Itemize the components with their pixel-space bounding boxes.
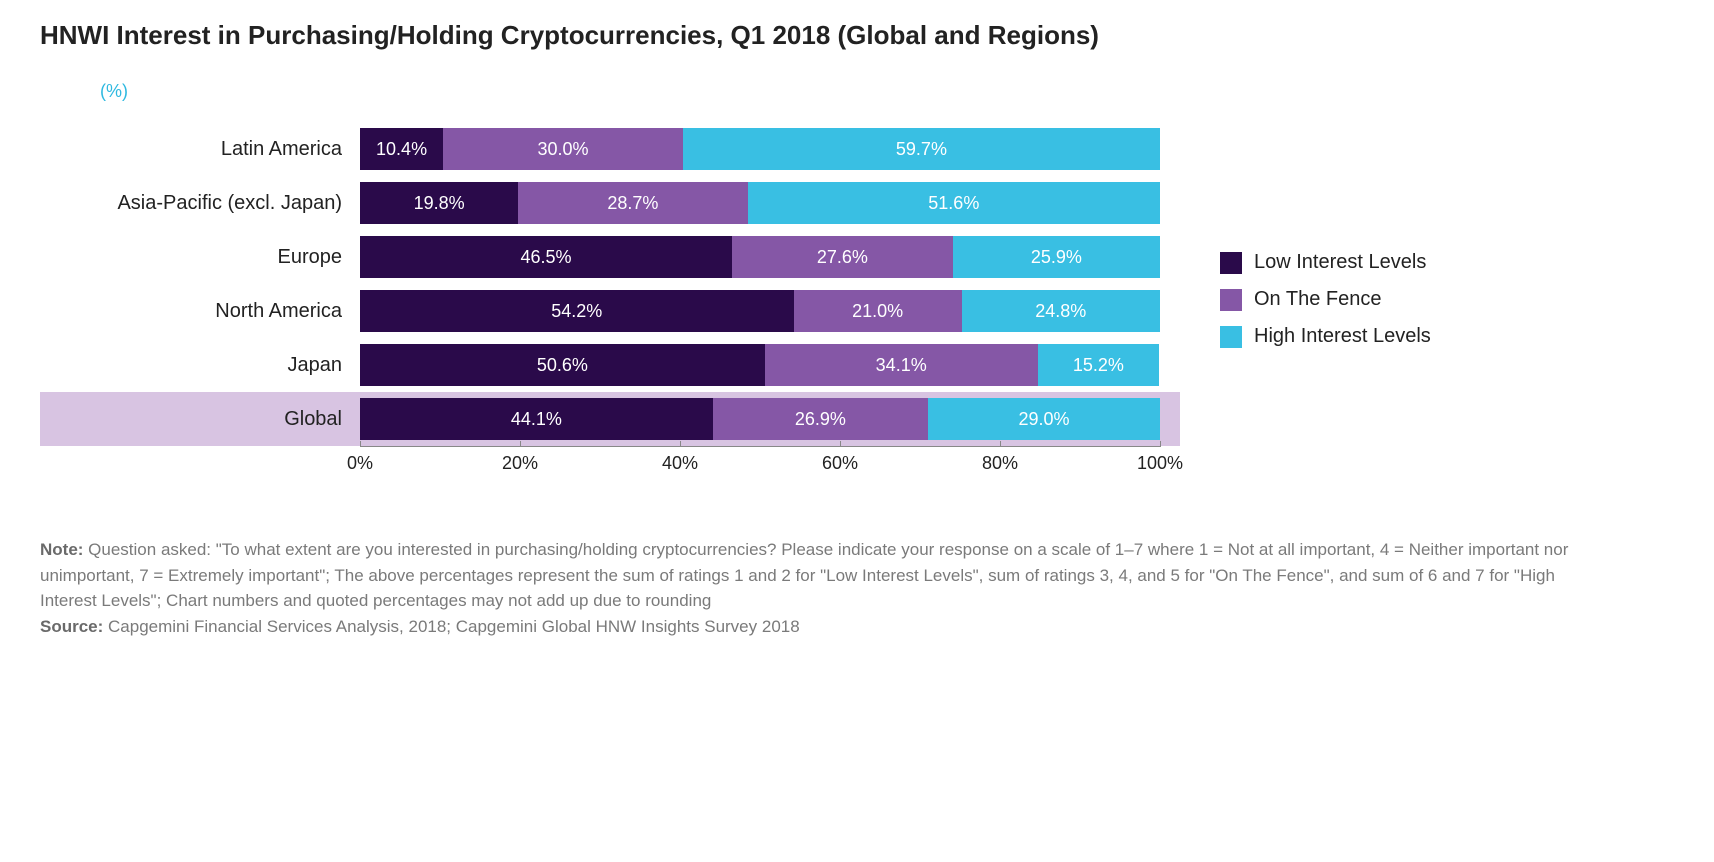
bar-segment-fence: 30.0% bbox=[443, 128, 683, 170]
axis-tick-label: 0% bbox=[347, 453, 373, 474]
legend-label: Low Interest Levels bbox=[1254, 251, 1426, 274]
axis-tick-label: 60% bbox=[822, 453, 858, 474]
x-axis: 0%20%40%60%80%100% bbox=[360, 446, 1160, 477]
bar-segment-low: 44.1% bbox=[360, 398, 713, 440]
bar-track: 44.1% 26.9% 29.0% bbox=[360, 398, 1160, 440]
bar-segment-high: 15.2% bbox=[1038, 344, 1160, 386]
bar-segment-high: 59.7% bbox=[683, 128, 1160, 170]
legend: Low Interest Levels On The Fence High Inte… bbox=[1220, 237, 1431, 362]
category-label: Global bbox=[40, 392, 360, 446]
axis-tick-label: 40% bbox=[662, 453, 698, 474]
bar-segment-high: 51.6% bbox=[748, 182, 1160, 224]
bar-value: 19.8% bbox=[414, 193, 465, 214]
legend-label: High Interest Levels bbox=[1254, 325, 1431, 348]
bar-segment-fence: 27.6% bbox=[732, 236, 953, 278]
axis-tick bbox=[1160, 441, 1161, 447]
table-row: Latin America 10.4% 30.0% 59.7% bbox=[40, 122, 1180, 176]
bar-segment-high: 24.8% bbox=[962, 290, 1160, 332]
legend-swatch bbox=[1220, 289, 1242, 311]
legend-swatch bbox=[1220, 252, 1242, 274]
chart-area: Latin America 10.4% 30.0% 59.7% Asia-Pacific… bbox=[40, 122, 1180, 477]
bar-value: 10.4% bbox=[376, 139, 427, 160]
category-label: Japan bbox=[40, 338, 360, 392]
bar-segment-fence: 26.9% bbox=[713, 398, 928, 440]
table-row: North America 54.2% 21.0% 24.8% bbox=[40, 284, 1180, 338]
axis-tick-label: 100% bbox=[1137, 453, 1183, 474]
table-row: Japan 50.6% 34.1% 15.2% bbox=[40, 338, 1180, 392]
bar-value: 51.6% bbox=[928, 193, 979, 214]
bar-track: 19.8% 28.7% 51.6% bbox=[360, 182, 1160, 224]
bar-segment-low: 50.6% bbox=[360, 344, 765, 386]
bar-value: 46.5% bbox=[520, 247, 571, 268]
bar-segment-low: 54.2% bbox=[360, 290, 794, 332]
bar-value: 26.9% bbox=[795, 409, 846, 430]
note-label: Note: bbox=[40, 540, 83, 559]
source-text: Capgemini Financial Services Analysis, 2… bbox=[103, 617, 799, 636]
bar-track: 54.2% 21.0% 24.8% bbox=[360, 290, 1160, 332]
bar-segment-fence: 28.7% bbox=[518, 182, 747, 224]
bar-track: 10.4% 30.0% 59.7% bbox=[360, 128, 1160, 170]
bar-value: 54.2% bbox=[551, 301, 602, 322]
category-label: Latin America bbox=[40, 122, 360, 176]
bar-segment-high: 29.0% bbox=[928, 398, 1160, 440]
bar-value: 30.0% bbox=[537, 139, 588, 160]
bar-value: 25.9% bbox=[1031, 247, 1082, 268]
source-label: Source: bbox=[40, 617, 103, 636]
bar-value: 27.6% bbox=[817, 247, 868, 268]
bar-segment-fence: 34.1% bbox=[765, 344, 1038, 386]
legend-item: Low Interest Levels bbox=[1220, 251, 1431, 274]
legend-swatch bbox=[1220, 326, 1242, 348]
bar-segment-low: 46.5% bbox=[360, 236, 732, 278]
axis-tick-label: 20% bbox=[502, 453, 538, 474]
bar-track: 50.6% 34.1% 15.2% bbox=[360, 344, 1160, 386]
bar-segment-low: 19.8% bbox=[360, 182, 518, 224]
bar-value: 44.1% bbox=[511, 409, 562, 430]
bar-value: 50.6% bbox=[537, 355, 588, 376]
category-label: Asia-Pacific (excl. Japan) bbox=[40, 176, 360, 230]
highlight-band: 44.1% 26.9% 29.0% bbox=[360, 392, 1180, 446]
category-label: North America bbox=[40, 284, 360, 338]
legend-item: On The Fence bbox=[1220, 288, 1431, 311]
bar-segment-high: 25.9% bbox=[953, 236, 1160, 278]
axis-tick-label: 80% bbox=[982, 453, 1018, 474]
chart-title: HNWI Interest in Purchasing/Holding Cryp… bbox=[40, 20, 1674, 51]
legend-label: On The Fence bbox=[1254, 288, 1381, 311]
axis-tick bbox=[360, 441, 361, 447]
bar-segment-low: 10.4% bbox=[360, 128, 443, 170]
bar-value: 21.0% bbox=[852, 301, 903, 322]
bar-value: 15.2% bbox=[1073, 355, 1124, 376]
legend-item: High Interest Levels bbox=[1220, 325, 1431, 348]
note-text: Question asked: "To what extent are you … bbox=[40, 540, 1568, 610]
bar-value: 28.7% bbox=[607, 193, 658, 214]
unit-label: (%) bbox=[100, 81, 1674, 102]
bar-track: 46.5% 27.6% 25.9% bbox=[360, 236, 1160, 278]
category-label: Europe bbox=[40, 230, 360, 284]
table-row: Global 44.1% 26.9% 29.0% bbox=[40, 392, 1180, 446]
bar-value: 59.7% bbox=[896, 139, 947, 160]
table-row: Europe 46.5% 27.6% 25.9% bbox=[40, 230, 1180, 284]
axis-tick bbox=[1000, 441, 1001, 447]
bar-value: 24.8% bbox=[1035, 301, 1086, 322]
chart-container: Latin America 10.4% 30.0% 59.7% Asia-Pacific… bbox=[40, 122, 1674, 477]
bar-value: 29.0% bbox=[1018, 409, 1069, 430]
table-row: Asia-Pacific (excl. Japan) 19.8% 28.7% 51.6… bbox=[40, 176, 1180, 230]
bar-value: 34.1% bbox=[876, 355, 927, 376]
bar-segment-fence: 21.0% bbox=[794, 290, 962, 332]
axis-tick bbox=[680, 441, 681, 447]
axis-tick bbox=[840, 441, 841, 447]
axis-tick bbox=[520, 441, 521, 447]
footnote: Note: Question asked: "To what extent ar… bbox=[40, 537, 1600, 639]
